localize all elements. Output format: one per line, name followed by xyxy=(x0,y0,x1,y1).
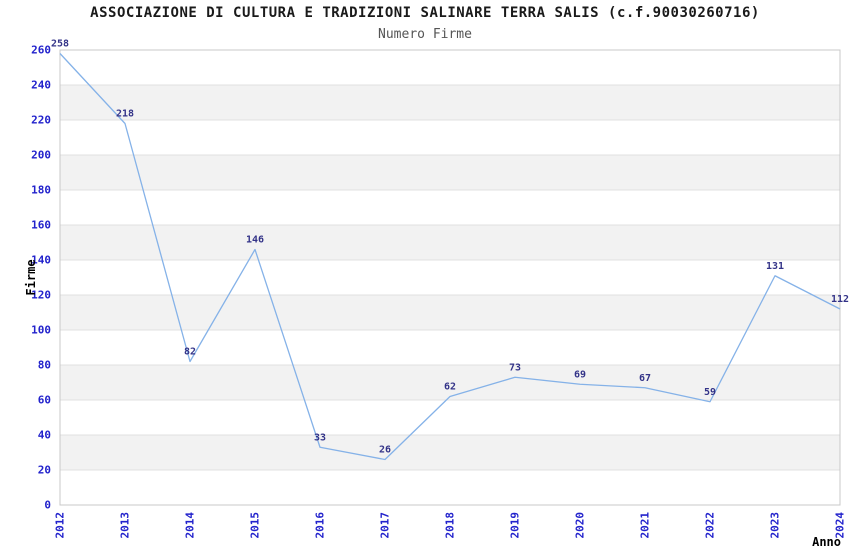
y-tick-label: 0 xyxy=(44,499,51,512)
x-axis-title: Anno xyxy=(812,535,841,549)
data-point-label: 218 xyxy=(116,109,134,120)
y-tick-label: 120 xyxy=(31,289,51,302)
chart-title: ASSOCIAZIONE DI CULTURA E TRADIZIONI SAL… xyxy=(90,5,760,21)
data-point-label: 112 xyxy=(831,294,849,305)
series-line xyxy=(59,53,841,461)
plot-stripe xyxy=(60,295,840,330)
x-tick-label: 2016 xyxy=(314,512,327,539)
y-tick-label: 20 xyxy=(38,464,51,477)
x-tick-label: 2020 xyxy=(574,512,587,539)
x-tick-label: 2012 xyxy=(54,512,67,539)
data-point-label: 258 xyxy=(51,39,69,50)
y-tick-label: 40 xyxy=(38,429,51,442)
data-point-label: 146 xyxy=(246,235,264,246)
chart-subtitle: Numero Firme xyxy=(378,27,472,42)
x-tick-label: 2017 xyxy=(379,512,392,539)
data-point-label: 62 xyxy=(444,382,456,393)
plot-border xyxy=(59,49,841,506)
data-point-label: 69 xyxy=(574,369,586,380)
y-tick-label: 60 xyxy=(38,394,51,407)
data-point-label: 73 xyxy=(509,362,521,373)
plot-stripe xyxy=(60,85,840,120)
x-tick-label: 2024 xyxy=(834,512,847,539)
data-point-label: 59 xyxy=(704,387,716,398)
x-tick-label: 2023 xyxy=(769,512,782,539)
y-tick-label: 260 xyxy=(31,44,51,57)
x-tick-label: 2022 xyxy=(704,512,717,539)
data-point-label: 33 xyxy=(314,432,326,443)
data-point-label: 131 xyxy=(766,261,784,272)
data-point-label: 26 xyxy=(379,445,391,456)
plot-stripe xyxy=(60,155,840,190)
y-tick-label: 100 xyxy=(31,324,51,337)
data-point-label: 67 xyxy=(639,373,651,384)
y-tick-label: 80 xyxy=(38,359,51,372)
x-tick-label: 2018 xyxy=(444,512,457,539)
x-tick-label: 2021 xyxy=(639,512,652,539)
x-tick-label: 2015 xyxy=(249,512,262,539)
plot-stripe xyxy=(60,225,840,260)
data-point-label: 82 xyxy=(184,347,196,358)
y-tick-label: 220 xyxy=(31,114,51,127)
y-tick-label: 200 xyxy=(31,149,51,162)
y-tick-label: 180 xyxy=(31,184,51,197)
x-tick-label: 2019 xyxy=(509,512,522,539)
x-tick-label: 2013 xyxy=(119,512,132,539)
y-tick-label: 160 xyxy=(31,219,51,232)
y-tick-label: 140 xyxy=(31,254,51,267)
plot-stripe xyxy=(60,435,840,470)
plot-stripe xyxy=(60,365,840,400)
y-tick-label: 240 xyxy=(31,79,51,92)
x-tick-label: 2014 xyxy=(184,512,197,539)
y-axis-title: Firme xyxy=(24,259,38,295)
